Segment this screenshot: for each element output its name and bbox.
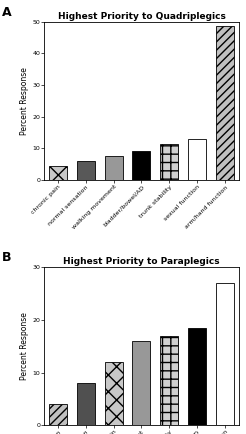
- Y-axis label: Percent Response: Percent Response: [20, 312, 30, 380]
- Bar: [49, 166, 67, 180]
- Bar: [188, 328, 206, 425]
- Bar: [77, 383, 95, 425]
- Bar: [77, 161, 95, 180]
- Bar: [105, 362, 123, 425]
- Bar: [188, 139, 206, 180]
- Title: Highest Priority to Quadriplegics: Highest Priority to Quadriplegics: [58, 12, 225, 21]
- Bar: [105, 156, 123, 180]
- Bar: [216, 283, 234, 425]
- Y-axis label: Percent Response: Percent Response: [20, 67, 30, 135]
- Text: A: A: [1, 6, 11, 19]
- Bar: [160, 144, 178, 180]
- Bar: [132, 151, 151, 180]
- Bar: [49, 404, 67, 425]
- Title: Highest Priority to Paraplegics: Highest Priority to Paraplegics: [63, 257, 220, 266]
- Bar: [216, 26, 234, 180]
- Text: B: B: [1, 251, 11, 264]
- Bar: [160, 335, 178, 425]
- Bar: [132, 341, 151, 425]
